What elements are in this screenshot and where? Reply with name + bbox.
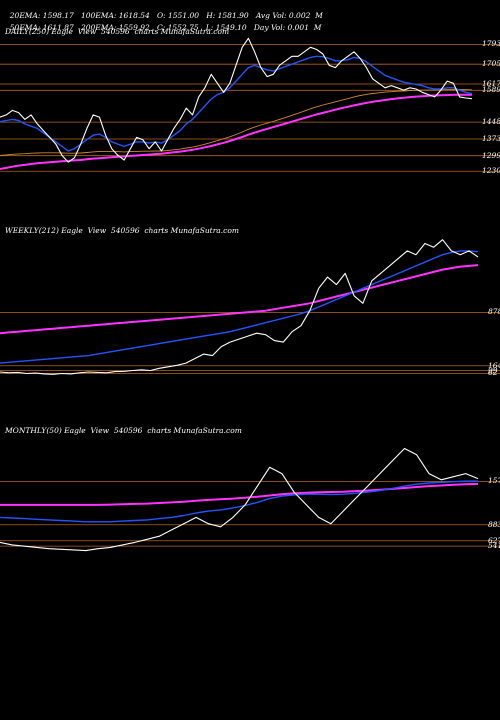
low-readout: L: 1549.10 (205, 23, 247, 32)
daily-price-label: 1705 (482, 59, 500, 69)
ema100-readout: 100EMA: 1618.54 (80, 11, 150, 20)
daily-price-label: 1617 (482, 79, 500, 88)
monthly-price-label: 1575 (488, 476, 500, 486)
monthly-panel-title: MONTHLY(50) Eagle View 540596 charts Mun… (5, 426, 242, 435)
daily-ema-slow-line (0, 93, 472, 170)
weekly-price-label: 99 (488, 365, 498, 375)
daily-price-label: 1793 (482, 39, 500, 49)
daily-price-label: 1230 (482, 166, 500, 176)
daily-ema-fast-line (0, 55, 473, 152)
close-readout: C: 1552.75 (156, 23, 199, 32)
weekly-ema-fast-line (0, 250, 479, 364)
avg-vol-readout: Avg Vol: 0.002 M (255, 11, 323, 20)
monthly-price-label: 627 (488, 535, 500, 545)
ema20-readout: 20EMA: 1598.17 (9, 11, 74, 20)
weekly-price-label: 164 (488, 360, 500, 370)
ema50-readout: 50EMA: 1611.87 (9, 23, 74, 32)
weekly-price-line (0, 239, 479, 375)
high-readout: H: 1581.90 (206, 11, 249, 20)
daily-price-line (0, 37, 473, 163)
monthly-ema-slow-line (0, 482, 479, 506)
daily-panel-title: DAILY(250) Eagle View 540596 charts Muna… (5, 27, 230, 36)
daily-price-label: 1448 (482, 117, 500, 127)
weekly-price-label: 62 (488, 368, 498, 378)
monthly-ema-fast-line (0, 480, 478, 523)
header-line-1: 20EMA: 1598.17 100EMA: 1618.54 O: 1551.0… (5, 2, 323, 20)
day-vol-readout: Day Vol: 0.001 M (253, 23, 322, 32)
monthly-price-label: 541 (488, 541, 500, 551)
daily-ema-mid-line (0, 88, 473, 156)
weekly-price-label: 878 (488, 307, 500, 317)
header-line-2: 50EMA: 1611.87 200EMA: 1559.92 C: 1552.7… (5, 14, 322, 32)
daily-price-label: 1589 (482, 85, 500, 95)
weekly-panel-title: WEEKLY(212) Eagle View 540596 charts Mun… (5, 226, 239, 235)
monthly-price-label: 883 (488, 519, 500, 529)
daily-price-label: 1373 (482, 134, 500, 143)
daily-price-label: 1299 (482, 150, 500, 160)
monthly-price-line (0, 447, 479, 552)
weekly-ema-slow-line (0, 264, 479, 335)
open-readout: O: 1551.00 (156, 11, 200, 20)
ema200-readout: 200EMA: 1559.92 (80, 23, 150, 32)
